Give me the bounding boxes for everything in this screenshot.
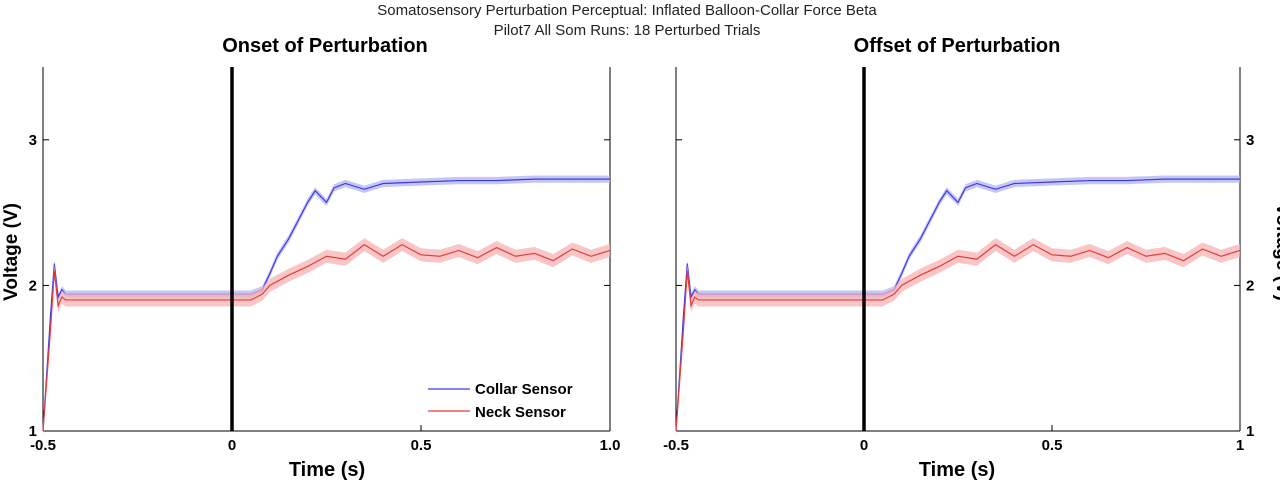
series-band-neck: [43, 238, 610, 438]
suptitle-line-2: Pilot7 All Som Runs: 18 Perturbed Trials: [494, 22, 761, 39]
y-tick-label: 2: [29, 277, 37, 294]
y-axis-label-onset: Voltage (V): [1, 203, 22, 301]
y-axis-label-offset: Voltage (V): [1272, 203, 1280, 301]
legend-label-neck: Neck Sensor: [475, 404, 566, 421]
x-tick-label: 0.5: [411, 437, 432, 454]
y-tick-label: 1: [29, 423, 37, 440]
y-tick-label: 2: [1246, 277, 1254, 294]
panel-onset: Onset of Perturbation -0.5 0 0.5 1.0 1 2 3 Tim…: [1, 35, 620, 481]
suptitle-line-1: Somatosensory Perturbation Perceptual: I…: [377, 2, 877, 19]
panel-title-onset: Onset of Perturbation: [222, 35, 428, 57]
x-tick-label: -0.5: [663, 437, 689, 454]
legend: Collar Sensor Neck Sensor: [428, 381, 573, 421]
x-tick-label: 0.5: [1042, 437, 1063, 454]
series-line-neck: [42, 243, 611, 432]
x-tick-label: -0.5: [30, 437, 56, 454]
legend-label-collar: Collar Sensor: [475, 381, 573, 398]
x-axis-label-offset: Time (s): [919, 459, 995, 481]
x-tick-label: 0: [860, 437, 868, 454]
y-tick-label: 1: [1246, 423, 1254, 440]
x-axis-label-onset: Time (s): [289, 459, 365, 481]
plot-area-offset: -0.5 0 0.5 11 2 3: [663, 67, 1254, 454]
panel-title-offset: Offset of Perturbation: [854, 35, 1061, 57]
y-tick-label: 3: [29, 132, 37, 149]
panel-offset: Offset of Perturbation -0.5 0 0.5 11 2 3 Time…: [663, 35, 1280, 481]
x-tick-label: 0: [228, 437, 236, 454]
x-tick-label: 1.0: [600, 437, 621, 454]
plot-area-onset: -0.5 0 0.5 1.0 1 2 3: [29, 67, 621, 454]
series-line-neck: [675, 243, 1241, 432]
y-tick-label: 3: [1246, 132, 1254, 149]
series-band-neck: [676, 238, 1240, 438]
x-tick-label: 1: [1236, 437, 1244, 454]
